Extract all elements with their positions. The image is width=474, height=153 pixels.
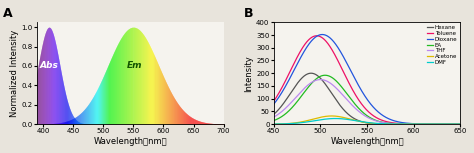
Line: Dioxane: Dioxane — [264, 35, 470, 124]
Text: A: A — [3, 7, 13, 20]
Hexane — [461, 123, 467, 125]
EA — [461, 123, 467, 125]
Acetone — [467, 123, 473, 125]
Line: THF: THF — [264, 80, 470, 124]
Legend: Hexane, Toluene, Dioxane, EA, THF, Acetone, DMF: Hexane, Toluene, Dioxane, EA, THF, Aceto… — [426, 24, 459, 66]
EA — [272, 119, 278, 121]
Acetone — [262, 123, 267, 125]
Line: Acetone: Acetone — [264, 116, 470, 124]
Hexane — [356, 120, 362, 122]
Toluene — [262, 111, 267, 113]
DMF — [461, 123, 466, 125]
DMF — [356, 120, 362, 122]
Dioxane — [423, 123, 429, 125]
EA — [356, 108, 362, 109]
Acetone — [461, 123, 467, 125]
THF — [356, 110, 362, 112]
Line: EA: EA — [264, 75, 470, 124]
Hexane — [362, 121, 367, 123]
THF — [272, 116, 278, 117]
Hexane — [308, 72, 314, 74]
EA — [467, 123, 473, 125]
THF — [423, 123, 429, 125]
THF — [318, 79, 323, 80]
Line: DMF: DMF — [264, 119, 470, 124]
X-axis label: Wavelength（nm）: Wavelength（nm） — [93, 137, 167, 146]
DMF — [272, 123, 278, 125]
THF — [362, 115, 367, 116]
X-axis label: Wavelength（nm）: Wavelength（nm） — [330, 137, 404, 146]
EA — [461, 123, 466, 125]
THF — [467, 123, 473, 125]
DMF — [333, 118, 338, 119]
Dioxane — [356, 85, 362, 87]
EA — [362, 113, 367, 115]
Acetone — [362, 121, 367, 123]
Line: Hexane: Hexane — [264, 73, 470, 124]
Toluene — [423, 123, 429, 125]
Y-axis label: Normalized Intensity: Normalized Intensity — [10, 30, 19, 117]
THF — [461, 123, 467, 125]
Hexane — [461, 123, 466, 125]
Toluene — [467, 123, 473, 125]
Toluene — [356, 99, 362, 101]
Dioxane — [362, 94, 367, 96]
Hexane — [262, 119, 267, 121]
Dioxane — [461, 123, 467, 125]
DMF — [467, 123, 473, 125]
Hexane — [467, 123, 473, 125]
THF — [461, 123, 466, 125]
DMF — [362, 121, 367, 123]
Acetone — [328, 115, 334, 117]
Text: Em: Em — [127, 62, 142, 70]
Dioxane — [467, 123, 473, 125]
EA — [322, 74, 328, 76]
Toluene — [314, 35, 319, 37]
Acetone — [461, 123, 466, 125]
Toluene — [362, 106, 367, 108]
Dioxane — [319, 34, 325, 35]
Text: Abs: Abs — [40, 62, 58, 70]
Hexane — [272, 112, 278, 114]
THF — [262, 120, 267, 122]
Acetone — [272, 123, 278, 125]
Dioxane — [262, 113, 267, 114]
Acetone — [423, 123, 429, 125]
Line: Toluene: Toluene — [264, 36, 470, 124]
EA — [423, 123, 429, 125]
Dioxane — [461, 123, 466, 125]
DMF — [461, 123, 467, 125]
Toluene — [272, 99, 278, 100]
DMF — [262, 123, 267, 125]
EA — [262, 122, 267, 124]
Dioxane — [272, 102, 278, 104]
Y-axis label: Intensity: Intensity — [244, 55, 253, 92]
Text: B: B — [244, 7, 254, 20]
Toluene — [461, 123, 467, 125]
DMF — [423, 123, 429, 125]
Acetone — [356, 120, 362, 122]
Toluene — [461, 123, 466, 125]
Hexane — [423, 123, 429, 125]
